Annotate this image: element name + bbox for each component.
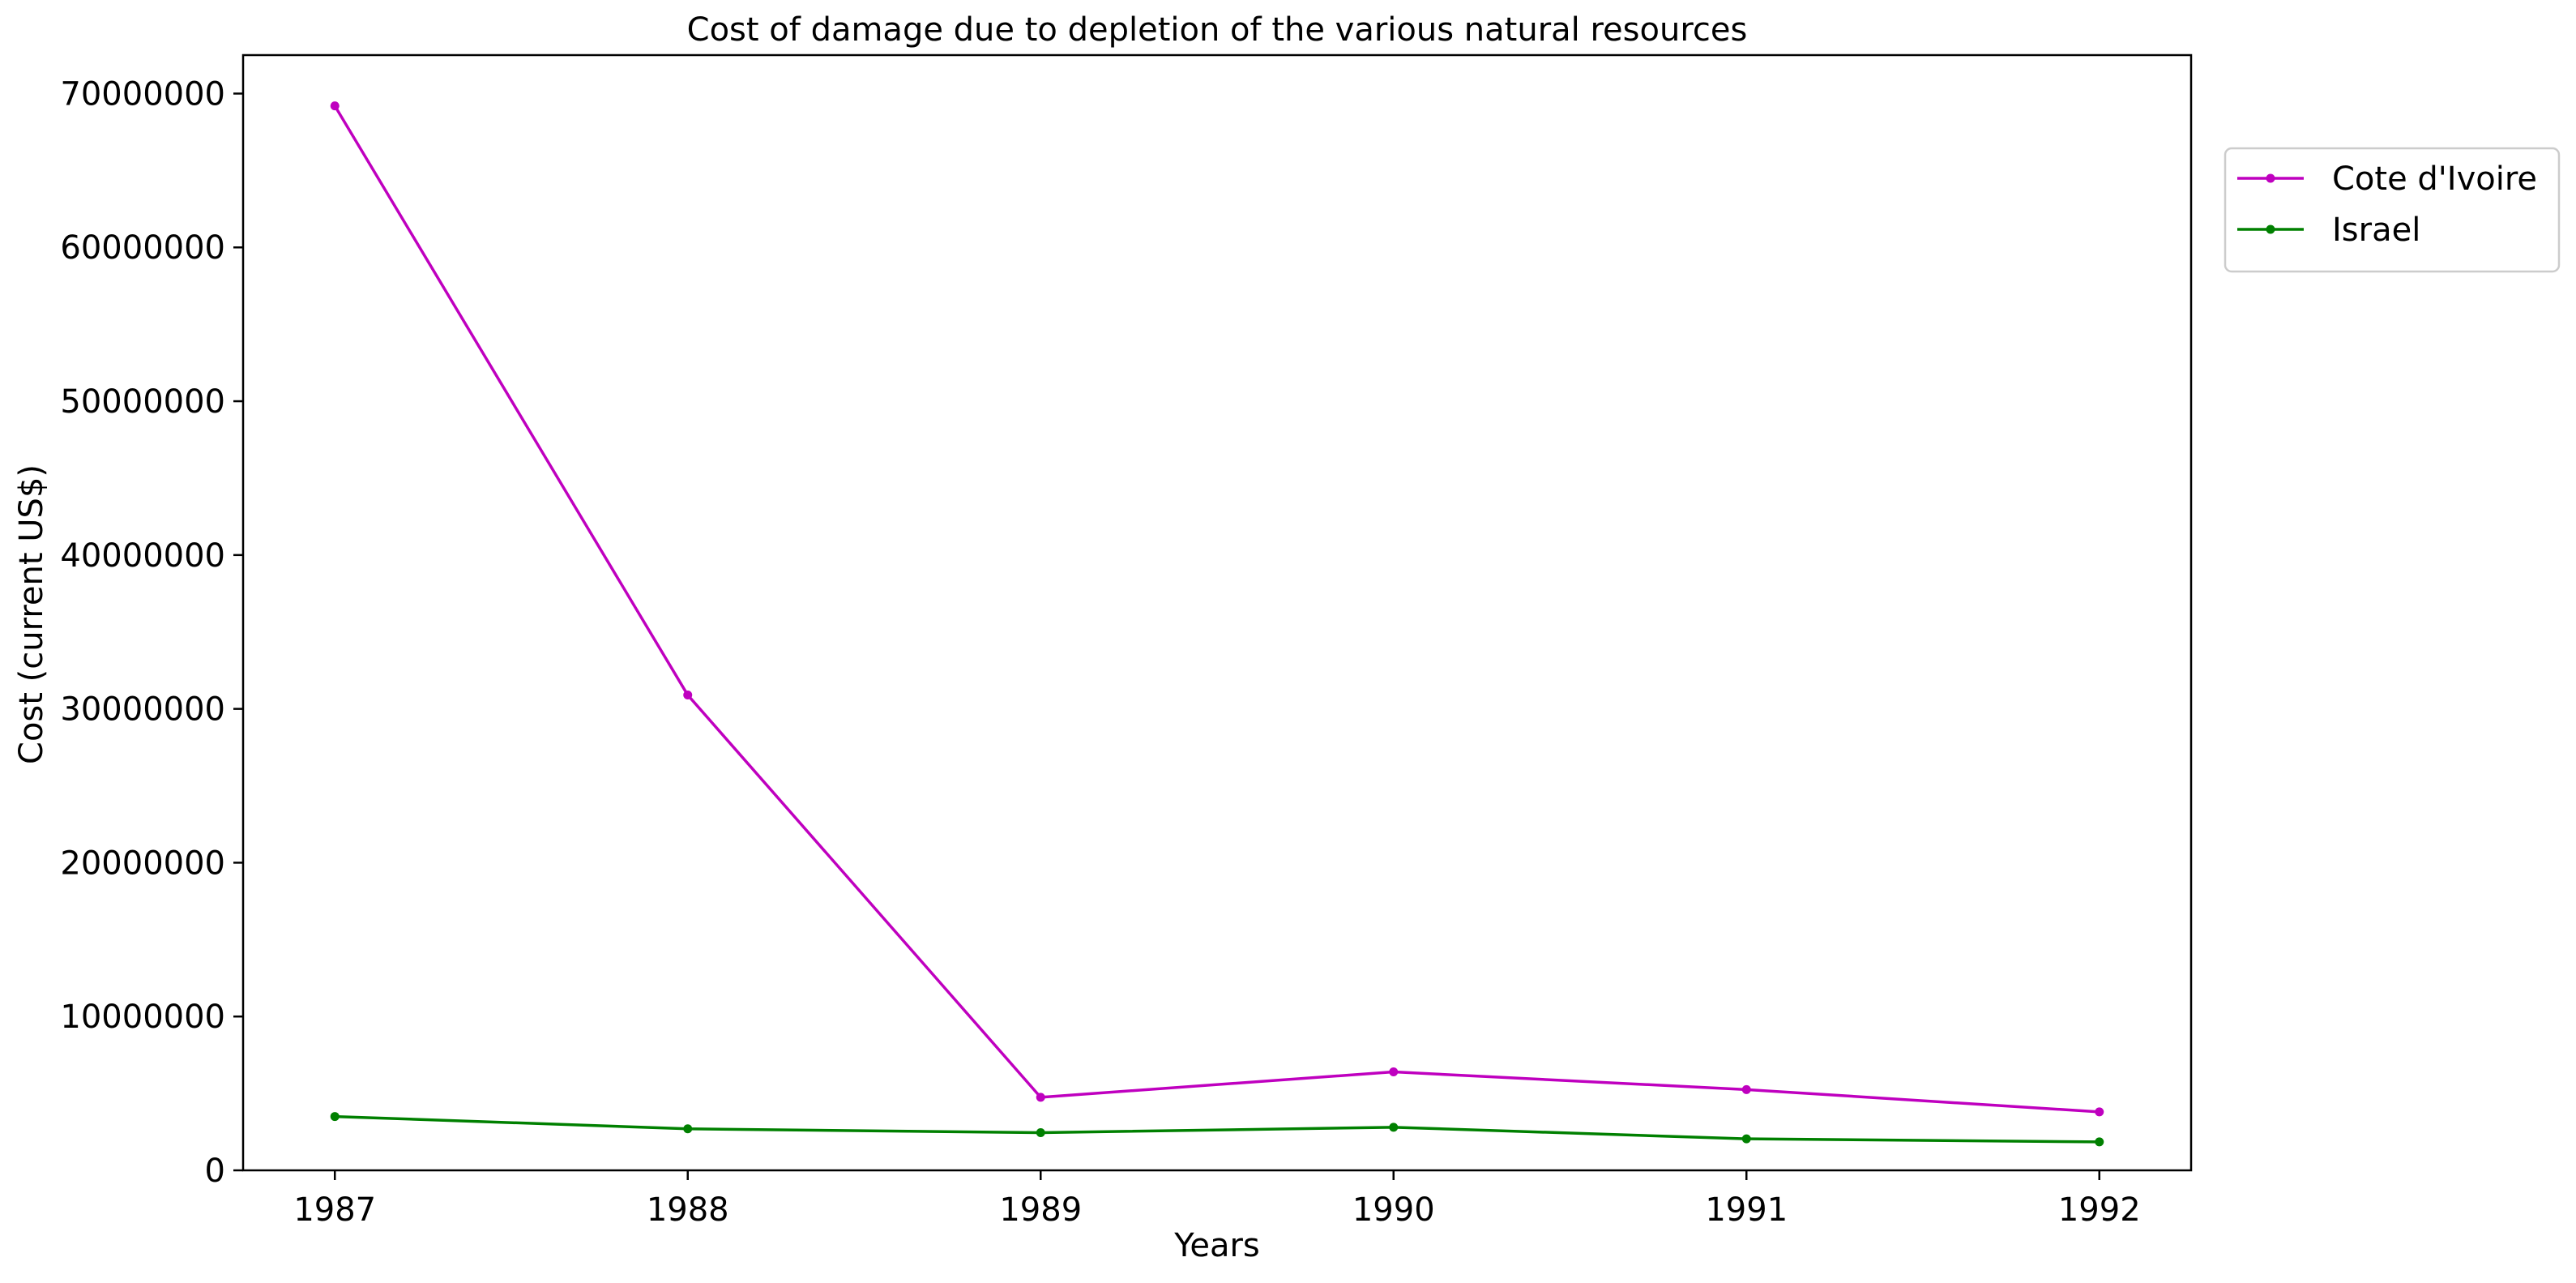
legend-label: Israel [2332, 212, 2420, 249]
x-tick-label: 1990 [1352, 1191, 1435, 1229]
data-point-cote-d-ivoire [1389, 1067, 1399, 1077]
series-line-cote-d-ivoire [333, 105, 2100, 1114]
data-point-israel [2095, 1137, 2104, 1147]
legend: Cote d'Ivoire Israel [2224, 147, 2561, 273]
y-tick-label: 60000000 [60, 229, 225, 267]
data-point-cote-d-ivoire [1036, 1093, 1045, 1102]
x-axis-label: Years [1173, 1227, 1260, 1264]
x-tick-label: 1989 [999, 1191, 1082, 1229]
y-tick-label: 40000000 [60, 537, 225, 575]
chart-title: Cost of damage due to depletion of the v… [687, 11, 1748, 49]
y-tick-label: 30000000 [60, 691, 225, 729]
legend-item: Cote d'Ivoire [2237, 160, 2537, 198]
data-point-israel [1389, 1123, 1399, 1132]
y-tick-label: 0 [205, 1153, 225, 1190]
series-line-israel [335, 1114, 2100, 1144]
legend-label: Cote d'Ivoire [2332, 160, 2537, 198]
legend-box [2224, 147, 2561, 273]
legend-swatch-marker [2266, 225, 2275, 234]
plot-area-frame [241, 53, 2193, 1172]
x-tick-label: 1988 [647, 1191, 729, 1229]
data-point-israel [1741, 1134, 1751, 1144]
series-israel [330, 1112, 2104, 1147]
series-layer [330, 101, 2104, 1147]
data-point-cote-d-ivoire [683, 691, 693, 700]
series-cote-d-ivoire [330, 101, 2104, 1117]
legend-item: Israel [2237, 212, 2420, 249]
data-point-cote-d-ivoire [1741, 1084, 1751, 1094]
data-point-israel [1036, 1128, 1045, 1138]
x-axis-ticks: 1987 1988 1989 1990 1991 1992 [293, 1170, 2141, 1229]
data-point-israel [330, 1112, 340, 1122]
data-point-cote-d-ivoire [2095, 1107, 2104, 1117]
data-point-israel [683, 1124, 693, 1134]
x-tick-label: 1991 [1705, 1191, 1788, 1229]
y-tick-label: 20000000 [60, 845, 225, 882]
y-tick-label: 10000000 [60, 999, 225, 1036]
legend-swatch-marker [2266, 173, 2275, 183]
y-tick-label: 50000000 [60, 383, 225, 421]
y-tick-label: 70000000 [60, 75, 225, 113]
data-point-cote-d-ivoire [330, 101, 340, 111]
y-axis-label: Cost (current US$) [13, 464, 50, 764]
x-tick-label: 1992 [2058, 1191, 2141, 1229]
y-axis-ticks: 0 10000000 20000000 30000000 40000000 5000000… [60, 75, 243, 1190]
x-tick-label: 1987 [293, 1191, 376, 1229]
